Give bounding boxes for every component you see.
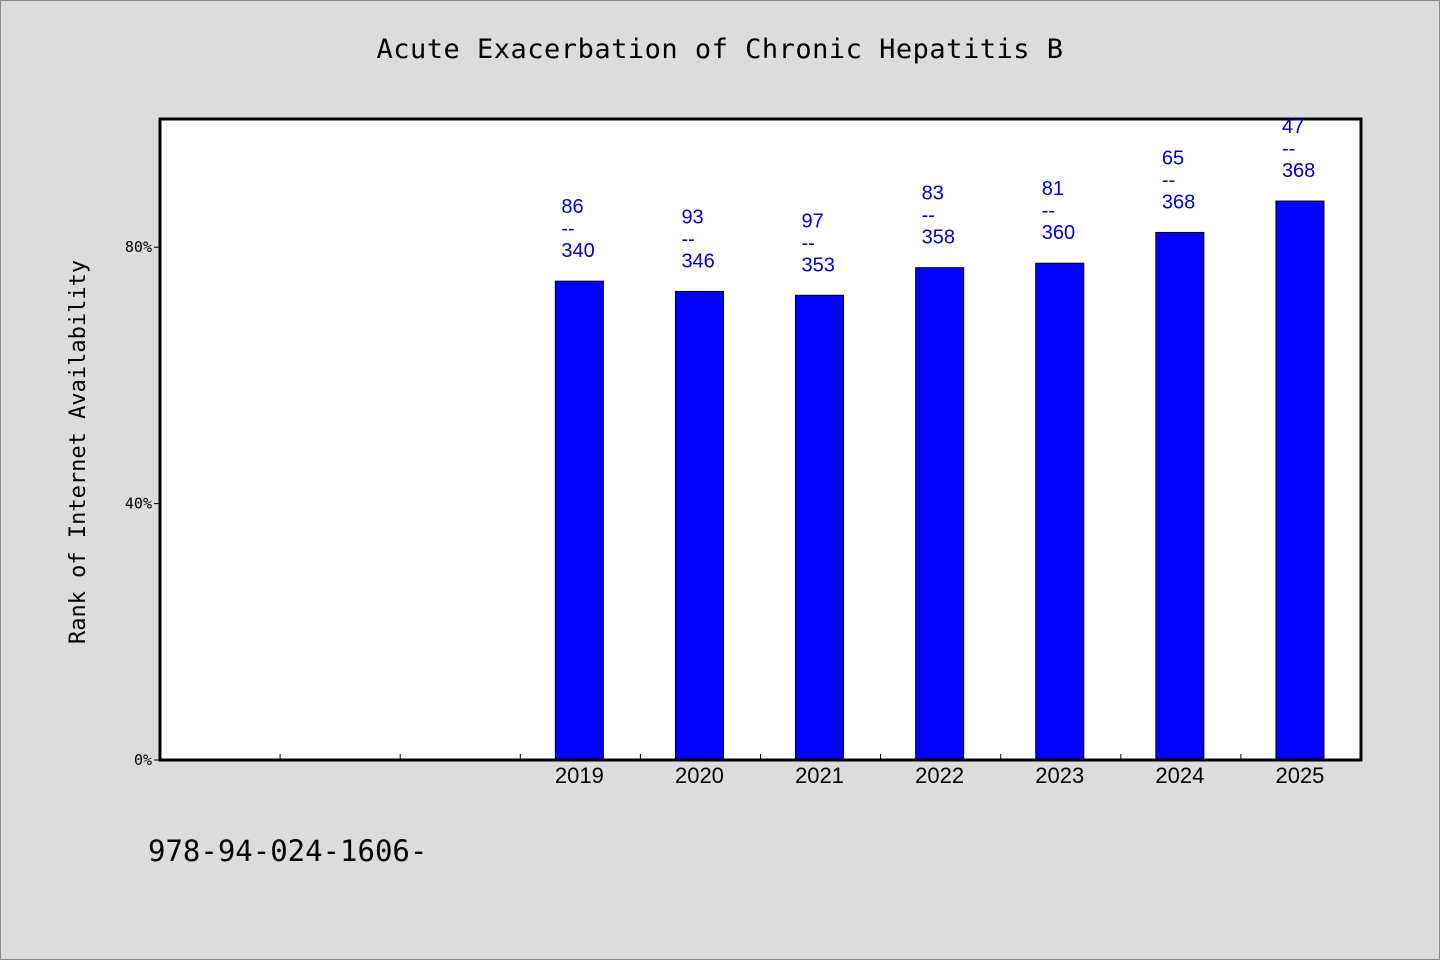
- bar: [915, 267, 965, 761]
- x-tick-label: 2023: [1035, 763, 1084, 788]
- x-tick-label: 2019: [555, 763, 604, 788]
- x-tick-label: 2024: [1155, 763, 1204, 788]
- data-label: 340: [561, 240, 594, 262]
- data-label: 358: [922, 227, 955, 249]
- data-label: 47: [1282, 116, 1304, 138]
- bar: [1275, 200, 1325, 761]
- bar: [554, 280, 604, 761]
- data-label: 65: [1162, 147, 1184, 169]
- data-label: --: [681, 228, 694, 250]
- data-label: 353: [802, 254, 835, 276]
- x-tick-label: 2022: [915, 763, 964, 788]
- data-label: 368: [1282, 160, 1315, 182]
- footer-id-text: 978-94-024-1606-: [148, 834, 428, 868]
- bar: [1155, 231, 1205, 761]
- data-label: --: [1042, 200, 1055, 222]
- x-tick-label: 2021: [795, 763, 844, 788]
- data-label: --: [561, 218, 574, 240]
- y-tick-label: 80%: [125, 238, 152, 256]
- data-label: --: [1282, 138, 1295, 160]
- y-tick-label: 40%: [125, 495, 152, 513]
- data-label: 86: [561, 196, 583, 218]
- x-tick-label: 2025: [1275, 763, 1324, 788]
- y-tick-label: 0%: [134, 751, 152, 769]
- chart-title: Acute Exacerbation of Chronic Hepatitis …: [376, 34, 1064, 65]
- y-axis-title: Rank of Internet Availability: [66, 260, 91, 644]
- data-label: 346: [681, 250, 714, 272]
- bar: [795, 294, 845, 761]
- data-label: --: [922, 205, 935, 227]
- data-label: 360: [1042, 222, 1075, 244]
- data-label: 97: [802, 210, 824, 232]
- data-label: 83: [922, 183, 944, 205]
- bar: [674, 290, 724, 761]
- x-tick-label: 2020: [675, 763, 724, 788]
- data-label: --: [802, 232, 815, 254]
- data-label: 81: [1042, 178, 1064, 200]
- data-label: 368: [1162, 191, 1195, 213]
- bar: [1035, 262, 1085, 761]
- data-label: 93: [681, 206, 703, 228]
- data-label: --: [1162, 169, 1175, 191]
